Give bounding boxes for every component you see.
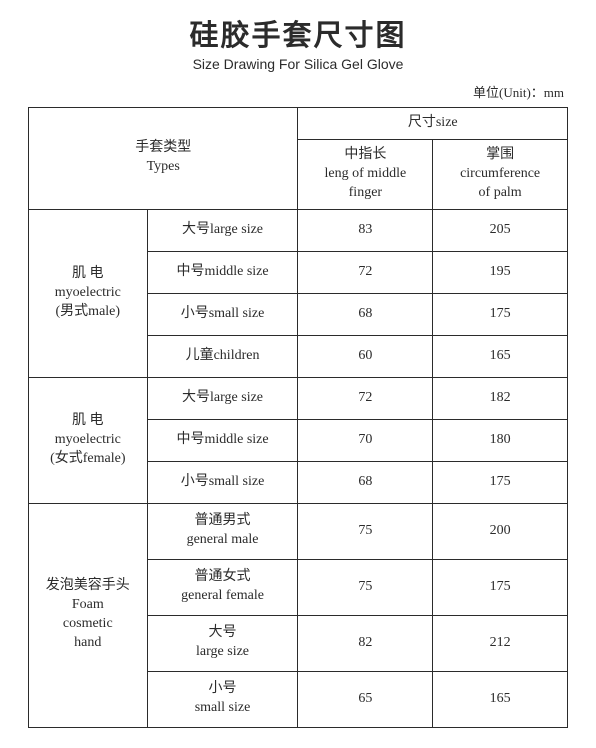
- size-line: 小号: [150, 680, 296, 699]
- finger-cell: 60: [298, 335, 433, 377]
- palm-cell: 165: [433, 335, 568, 377]
- size-cell: 儿童children: [147, 335, 298, 377]
- size-cell: 普通女式 general female: [147, 559, 298, 615]
- unit-label: 单位(Unit)：mm: [28, 82, 568, 101]
- finger-cell: 68: [298, 461, 433, 503]
- finger-cell: 72: [298, 251, 433, 293]
- size-cell: 小号 small size: [147, 671, 298, 727]
- palm-cell: 175: [433, 461, 568, 503]
- size-cell: 大号large size: [147, 209, 298, 251]
- size-line: general female: [150, 587, 296, 606]
- palm-cell: 195: [433, 251, 568, 293]
- size-cell: 大号 large size: [147, 615, 298, 671]
- palm-cell: 165: [433, 671, 568, 727]
- group-label-line: Foam: [31, 596, 145, 615]
- group-label-line: (女式female): [31, 450, 145, 469]
- header-finger-en2: finger: [300, 184, 430, 203]
- size-cell: 小号small size: [147, 293, 298, 335]
- header-types-cn: 手套类型: [31, 139, 295, 158]
- group-label-line: 肌 电: [31, 412, 145, 431]
- title-cn: 硅胶手套尺寸图: [28, 12, 568, 54]
- header-finger-en1: leng of middle: [300, 165, 430, 184]
- palm-cell: 200: [433, 503, 568, 559]
- size-line: 普通女式: [150, 568, 296, 587]
- size-cell: 中号middle size: [147, 419, 298, 461]
- finger-cell: 83: [298, 209, 433, 251]
- size-line: 普通男式: [150, 512, 296, 531]
- size-cell: 中号middle size: [147, 251, 298, 293]
- group-label-line: 肌 电: [31, 265, 145, 284]
- group-label-line: 发泡美容手头: [31, 577, 145, 596]
- table-row: 肌 电 myoelectric (女式female) 大号large size …: [29, 377, 568, 419]
- group-label: 肌 电 myoelectric (男式male): [29, 209, 148, 377]
- size-cell: 大号large size: [147, 377, 298, 419]
- finger-cell: 70: [298, 419, 433, 461]
- group-label-line: hand: [31, 634, 145, 653]
- header-palm-en1: circumference: [435, 165, 565, 184]
- size-line: 大号: [150, 624, 296, 643]
- finger-cell: 75: [298, 503, 433, 559]
- group-label-line: myoelectric: [31, 431, 145, 450]
- palm-cell: 182: [433, 377, 568, 419]
- size-line: large size: [150, 643, 296, 662]
- header-size: 尺寸size: [298, 108, 568, 140]
- table-row: 肌 电 myoelectric (男式male) 大号large size 83…: [29, 209, 568, 251]
- group-label: 发泡美容手头 Foam cosmetic hand: [29, 503, 148, 727]
- title-en: Size Drawing For Silica Gel Glove: [28, 56, 568, 72]
- header-palm-en2: of palm: [435, 184, 565, 203]
- group-label-line: (男式male): [31, 303, 145, 322]
- palm-cell: 212: [433, 615, 568, 671]
- finger-cell: 68: [298, 293, 433, 335]
- header-types: 手套类型 Types: [29, 108, 298, 210]
- palm-cell: 175: [433, 559, 568, 615]
- group-label: 肌 电 myoelectric (女式female): [29, 377, 148, 503]
- palm-cell: 175: [433, 293, 568, 335]
- header-palm: 掌围 circumference of palm: [433, 140, 568, 210]
- header-types-en: Types: [31, 158, 295, 177]
- header-palm-cn: 掌围: [435, 146, 565, 165]
- finger-cell: 82: [298, 615, 433, 671]
- size-cell: 小号small size: [147, 461, 298, 503]
- table-row: 发泡美容手头 Foam cosmetic hand 普通男式 general m…: [29, 503, 568, 559]
- group-label-line: myoelectric: [31, 284, 145, 303]
- size-cell: 普通男式 general male: [147, 503, 298, 559]
- size-line: small size: [150, 699, 296, 718]
- header-finger: 中指长 leng of middle finger: [298, 140, 433, 210]
- palm-cell: 180: [433, 419, 568, 461]
- palm-cell: 205: [433, 209, 568, 251]
- finger-cell: 75: [298, 559, 433, 615]
- group-label-line: cosmetic: [31, 615, 145, 634]
- size-line: general male: [150, 531, 296, 550]
- size-table: 手套类型 Types 尺寸size 中指长 leng of middle fin…: [28, 107, 568, 728]
- finger-cell: 65: [298, 671, 433, 727]
- header-finger-cn: 中指长: [300, 146, 430, 165]
- finger-cell: 72: [298, 377, 433, 419]
